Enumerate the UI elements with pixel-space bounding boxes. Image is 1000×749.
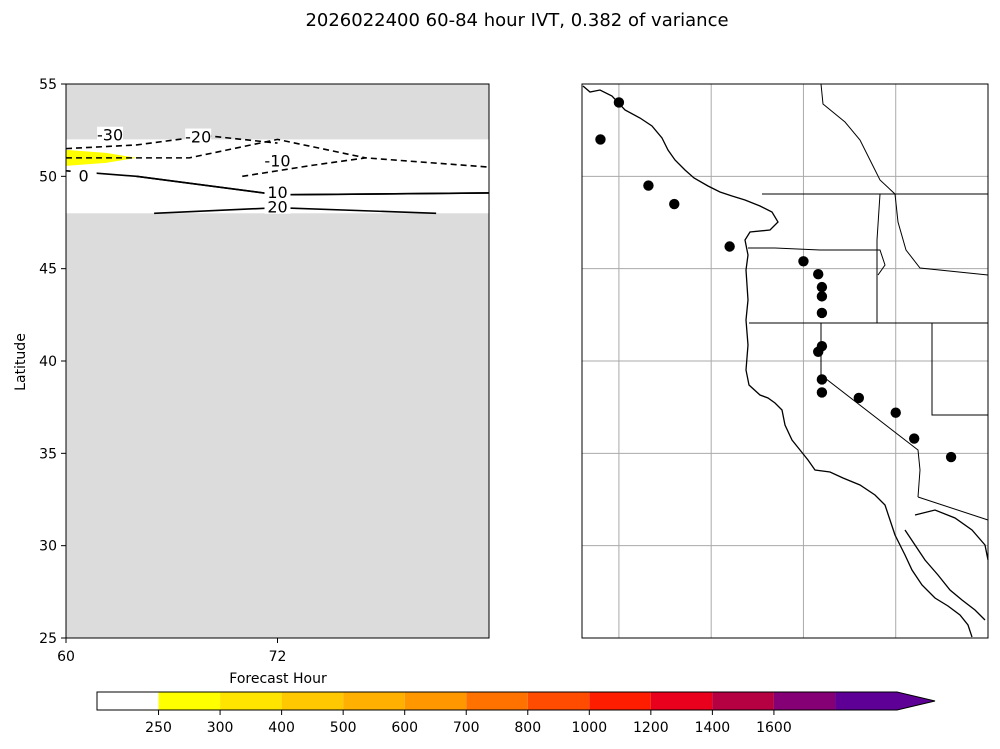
contour-label: 0 [79, 166, 89, 185]
colorbar-segment [773, 692, 836, 710]
colorbar-extend-arrow [897, 692, 935, 710]
colorbar-tick-label: 800 [514, 720, 541, 736]
colorbar-tick-label: 1600 [756, 720, 792, 736]
coast-point [853, 392, 865, 404]
map-panel [581, 83, 989, 639]
colorbar-segment [158, 692, 221, 710]
contour-label: 10 [267, 183, 287, 202]
contour-line [242, 157, 490, 178]
figure-title: 2026022400 60-84 hour IVT, 0.382 of vari… [305, 10, 728, 31]
coastline [914, 509, 989, 561]
masked-region [66, 213, 489, 638]
border [876, 193, 881, 323]
coast-point [813, 346, 824, 357]
coastline [582, 85, 973, 638]
contour-line [65, 134, 278, 150]
colorbar-tick-label: 1400 [695, 720, 731, 736]
y-tick-label: 35 [39, 446, 57, 462]
contour-label-bg [264, 152, 291, 168]
contour-label-bg [97, 126, 124, 142]
colorbar-segment [466, 692, 528, 710]
coast-point [816, 281, 828, 293]
coast-point [643, 180, 654, 191]
colorbar-tick-label: 1000 [571, 720, 607, 736]
colorbar-segment [220, 692, 282, 710]
coast-point [669, 198, 680, 210]
border [917, 496, 989, 521]
coast-point [613, 97, 625, 108]
y-tick-label: 45 [39, 262, 57, 278]
coast-point [816, 387, 828, 398]
x-axis-label: Forecast Hour [229, 671, 327, 687]
colorbar-tick-label: 600 [391, 720, 418, 736]
contour-label: -20 [185, 128, 211, 147]
coast-point [595, 134, 606, 145]
contour-label-bg [264, 198, 291, 214]
border [748, 247, 886, 276]
coast-point [908, 433, 920, 444]
colorbar-outline [96, 691, 936, 711]
coast-point [945, 451, 957, 463]
colorbar-tick-label: 1200 [633, 720, 669, 736]
colorbar-segment [835, 692, 897, 710]
contour-label-bg [264, 183, 291, 199]
colorbar-tick-label: 250 [145, 720, 172, 736]
border [820, 323, 921, 498]
contour-line [136, 175, 490, 196]
colorbar-segment [404, 692, 467, 710]
colorbar-tick-label: 300 [207, 720, 234, 736]
contour-label: 20 [267, 198, 287, 217]
contour-label: -10 [264, 152, 290, 171]
y-axis-label: Latitude [13, 333, 29, 391]
coast-point [816, 307, 828, 319]
colorbar-segment [343, 692, 405, 710]
coast-point [798, 256, 809, 267]
coast-point [816, 291, 828, 302]
border [931, 323, 988, 416]
contour-label: -30 [97, 126, 123, 145]
coast-point [813, 269, 824, 280]
x-tick-label: 60 [57, 649, 75, 665]
colorbar-segment [527, 692, 590, 710]
colorbar-segment [589, 692, 651, 710]
colorbar-tick-label: 500 [330, 720, 357, 736]
coast-point [816, 374, 828, 385]
y-tick-label: 25 [39, 631, 57, 647]
contour-line [154, 206, 437, 215]
colorbar: 250 300 400 500 600 700 800 1000 1200 1400 1600 [96, 691, 936, 736]
colorbar-segment [97, 692, 159, 710]
coast-point [724, 241, 735, 252]
contour-line [66, 138, 366, 159]
coast-point [890, 407, 901, 418]
map-panel-frame [581, 83, 989, 639]
y-tick-label: 30 [39, 539, 57, 555]
coastline [904, 529, 986, 621]
x-tick-label: 72 [269, 649, 287, 665]
y-tick-label: 50 [39, 169, 57, 185]
y-tick-label: 55 [39, 77, 57, 93]
border [820, 83, 896, 195]
contour-label-bg [70, 167, 97, 183]
border [894, 193, 989, 276]
colorbar-segment [650, 692, 713, 710]
contour-label-bg [185, 128, 212, 144]
colorbar-tick-label: 700 [453, 720, 480, 736]
masked-region [66, 84, 489, 140]
colorbar-segment [712, 692, 774, 710]
y-tick-label: 40 [39, 354, 57, 370]
colorbar-tick-label: 400 [268, 720, 295, 736]
colorbar-segment [281, 692, 344, 710]
